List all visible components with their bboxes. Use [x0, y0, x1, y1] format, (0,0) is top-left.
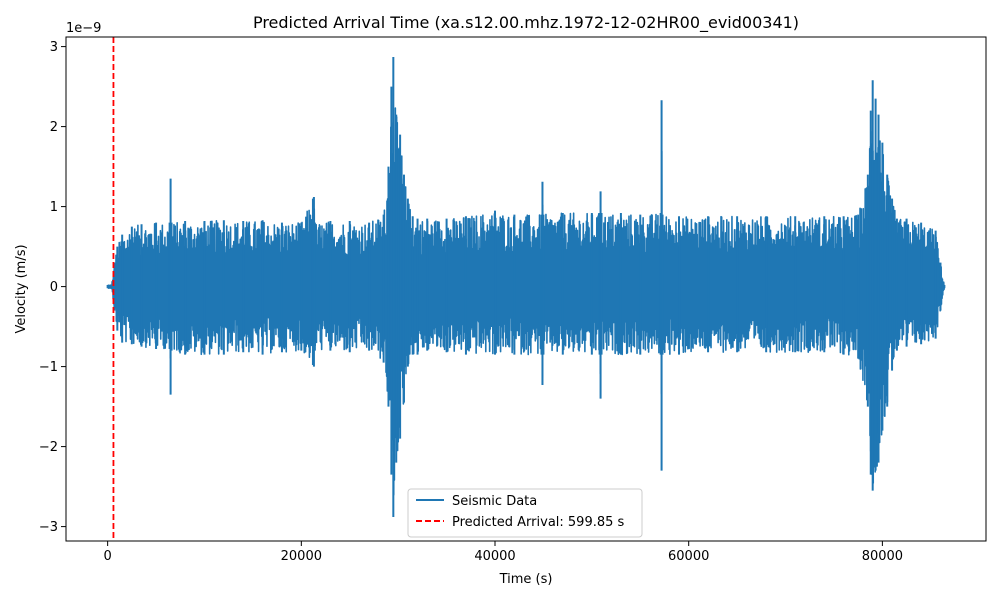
y-tick-label: −3 [39, 520, 58, 535]
legend: Seismic Data Predicted Arrival: 599.85 s [407, 488, 643, 538]
x-tick-label: 20000 [281, 549, 322, 564]
x-tick-label: 40000 [474, 549, 515, 564]
legend-label-seismic: Seismic Data [452, 494, 537, 509]
y-tick-label: 0 [50, 280, 58, 295]
y-axis-label: Velocity (m/s) [14, 244, 29, 333]
legend-box [407, 488, 643, 538]
y-tick-label: 3 [50, 40, 58, 55]
y-tick-label: −1 [39, 360, 58, 375]
y-tick-label: 2 [50, 120, 58, 135]
x-tick-label: 80000 [862, 549, 903, 564]
axes-layer: 0 20000 40000 60000 80000 −3 −2 −1 0 1 2 3 [39, 40, 903, 564]
y-offset-text: 1e−9 [66, 21, 101, 36]
plot-frame [65, 36, 987, 542]
x-tick-label: 60000 [668, 549, 709, 564]
x-axis-label: Time (s) [499, 572, 553, 587]
y-tick-label: 1 [50, 200, 58, 215]
traces-layer [106, 37, 946, 541]
legend-label-arrival: Predicted Arrival: 599.85 s [452, 515, 625, 530]
chart-title: Predicted Arrival Time (xa.s12.00.mhz.19… [253, 13, 799, 33]
seismic-trace [106, 107, 946, 496]
y-tick-label: −2 [39, 440, 58, 455]
x-tick-label: 0 [104, 549, 112, 564]
